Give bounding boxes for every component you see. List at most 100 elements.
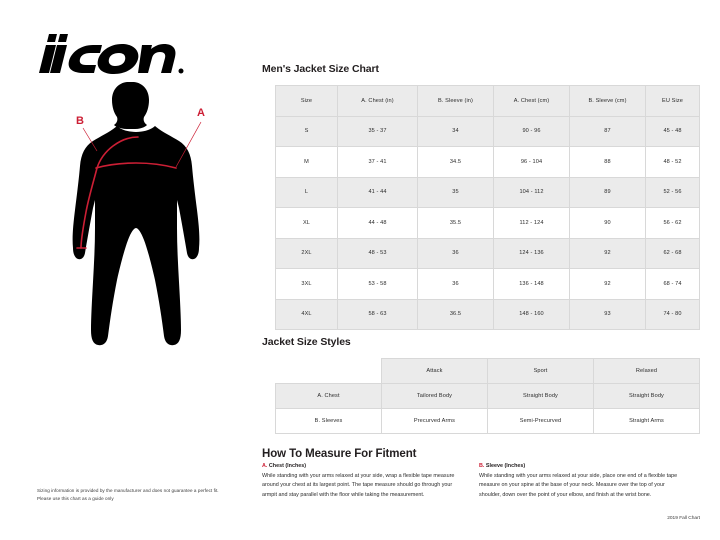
col-header-eu-size: EU Size — [645, 85, 700, 117]
cell-sleeve-in: 36 — [417, 268, 494, 300]
col-header-chest-cm: A. Chest (cm) — [493, 85, 570, 117]
cell-chest-cm: 124 - 136 — [493, 237, 570, 269]
styles-col-relaxed: Relaxed — [593, 358, 700, 384]
cell-size: M — [275, 146, 338, 178]
measurement-figure: A B — [55, 78, 230, 348]
fitment-item-sleeve: B. Sleeve (Inches) While standing with y… — [479, 463, 679, 501]
fitment-sleeve-body: While standing with your arms relaxed at… — [479, 472, 678, 499]
table-row: M 37 - 41 34.5 96 - 104 88 48 - 52 — [275, 146, 700, 178]
cell-sleeve-in: 36.5 — [417, 298, 494, 330]
table-row: 2XL 48 - 53 36 124 - 136 92 62 - 68 — [275, 237, 700, 269]
table-row: S 35 - 37 34 90 - 96 87 45 - 48 — [275, 115, 700, 147]
styles-cell-relaxed: Straight Body — [593, 383, 700, 409]
styles-corner-cell — [275, 358, 382, 384]
cell-sleeve-cm: 88 — [569, 146, 646, 178]
cell-chest-in: 53 - 58 — [337, 268, 418, 300]
leader-lines — [82, 121, 202, 168]
cell-chest-in: 35 - 37 — [337, 115, 418, 147]
cell-sleeve-in: 34 — [417, 115, 494, 147]
fitment-sleeve-heading-text: Sleeve (Inches) — [485, 463, 526, 469]
styles-header-row: Attack Sport Relaxed — [275, 358, 700, 384]
disclaimer-text: Sizing information is provided by the ma… — [37, 487, 252, 503]
cell-chest-cm: 96 - 104 — [493, 146, 570, 178]
cell-eu-size: 62 - 68 — [645, 237, 700, 269]
cell-sleeve-in: 35 — [417, 176, 494, 208]
cell-eu-size: 68 - 74 — [645, 268, 700, 300]
cell-eu-size: 74 - 80 — [645, 298, 700, 330]
body-silhouette — [72, 82, 200, 346]
cell-eu-size: 48 - 52 — [645, 146, 700, 178]
cell-chest-cm: 90 - 96 — [493, 115, 570, 147]
cell-chest-cm: 148 - 160 — [493, 298, 570, 330]
fitment-sleeve-heading: B. Sleeve (Inches) — [479, 463, 679, 469]
styles-row: B. Sleeves Precurved Arms Semi-Precurved… — [275, 408, 700, 434]
footer-note: 2019 Fall Chart — [667, 516, 700, 521]
right-panel: Men's Jacket Size Chart Size A. Chest (i… — [255, 0, 720, 540]
cell-chest-in: 48 - 53 — [337, 237, 418, 269]
cell-sleeve-cm: 89 — [569, 176, 646, 208]
cell-chest-in: 37 - 41 — [337, 146, 418, 178]
col-header-chest-in: A. Chest (in) — [337, 85, 418, 117]
cell-sleeve-cm: 90 — [569, 207, 646, 239]
col-header-sleeve-in: B. Sleeve (in) — [417, 85, 494, 117]
size-styles-table: Attack Sport Relaxed A. Chest Tailored B… — [275, 358, 700, 434]
styles-cell-relaxed: Straight Arms — [593, 408, 700, 434]
cell-size: 3XL — [275, 268, 338, 300]
col-header-sleeve-cm: B. Sleeve (cm) — [569, 85, 646, 117]
cell-size: L — [275, 176, 338, 208]
fitment-sleeve-marker: B. — [479, 463, 485, 469]
table-header-row: Size A. Chest (in) B. Sleeve (in) A. Che… — [275, 85, 700, 117]
icon-wordmark-logo — [34, 30, 184, 76]
styles-cell-attack: Precurved Arms — [381, 408, 488, 434]
cell-eu-size: 56 - 62 — [645, 207, 700, 239]
cell-sleeve-in: 34.5 — [417, 146, 494, 178]
disclaimer-line-1: Sizing information is provided by the ma… — [37, 488, 219, 493]
styles-cell-sport: Semi-Precurved — [487, 408, 594, 434]
styles-row-label: A. Chest — [275, 383, 382, 409]
styles-col-attack: Attack — [381, 358, 488, 384]
cell-chest-in: 58 - 63 — [337, 298, 418, 330]
fitment-chest-marker: A. — [262, 463, 268, 469]
cell-sleeve-cm: 87 — [569, 115, 646, 147]
table-row: 3XL 53 - 58 36 136 - 148 92 68 - 74 — [275, 268, 700, 300]
disclaimer-line-2: Please use this chart as a guide only — [37, 496, 114, 502]
cell-sleeve-in: 36 — [417, 237, 494, 269]
cell-chest-in: 44 - 48 — [337, 207, 418, 239]
cell-sleeve-cm: 92 — [569, 237, 646, 269]
cell-eu-size: 45 - 48 — [645, 115, 700, 147]
cell-sleeve-in: 35.5 — [417, 207, 494, 239]
cell-size: S — [275, 115, 338, 147]
fitment-chest-heading: A. Chest (Inches) — [262, 463, 462, 469]
table-row: L 41 - 44 35 104 - 112 89 52 - 56 — [275, 176, 700, 208]
cell-size: 2XL — [275, 237, 338, 269]
measurement-lines — [76, 136, 177, 249]
table-row: XL 44 - 48 35.5 112 - 124 90 56 - 62 — [275, 207, 700, 239]
marker-b-label: B — [76, 115, 84, 127]
cell-chest-cm: 136 - 148 — [493, 268, 570, 300]
size-styles-title: Jacket Size Styles — [262, 336, 351, 348]
cell-sleeve-cm: 92 — [569, 268, 646, 300]
size-chart-table: Size A. Chest (in) B. Sleeve (in) A. Che… — [275, 85, 700, 330]
cell-size: XL — [275, 207, 338, 239]
styles-col-sport: Sport — [487, 358, 594, 384]
cell-chest-cm: 104 - 112 — [493, 176, 570, 208]
cell-sleeve-cm: 93 — [569, 298, 646, 330]
styles-cell-sport: Straight Body — [487, 383, 594, 409]
cell-size: 4XL — [275, 298, 338, 330]
styles-row-label: B. Sleeves — [275, 408, 382, 434]
size-chart-title: Men's Jacket Size Chart — [262, 63, 379, 75]
marker-a-label: A — [197, 107, 205, 119]
fitment-title: How To Measure For Fitment — [262, 448, 417, 460]
left-panel: A B Sizing information is provided by th… — [0, 0, 255, 540]
table-row: 4XL 58 - 63 36.5 148 - 160 93 74 - 80 — [275, 298, 700, 330]
styles-cell-attack: Tailored Body — [381, 383, 488, 409]
fitment-chest-body: While standing with your arms relaxed at… — [262, 472, 455, 499]
styles-row: A. Chest Tailored Body Straight Body Str… — [275, 383, 700, 409]
fitment-item-chest: A. Chest (Inches) While standing with yo… — [262, 463, 462, 501]
fitment-chest-heading-text: Chest (Inches) — [268, 463, 307, 469]
cell-eu-size: 52 - 56 — [645, 176, 700, 208]
cell-chest-in: 41 - 44 — [337, 176, 418, 208]
cell-chest-cm: 112 - 124 — [493, 207, 570, 239]
fitment-instructions: A. Chest (Inches) While standing with yo… — [262, 463, 694, 501]
col-header-size: Size — [275, 85, 338, 117]
